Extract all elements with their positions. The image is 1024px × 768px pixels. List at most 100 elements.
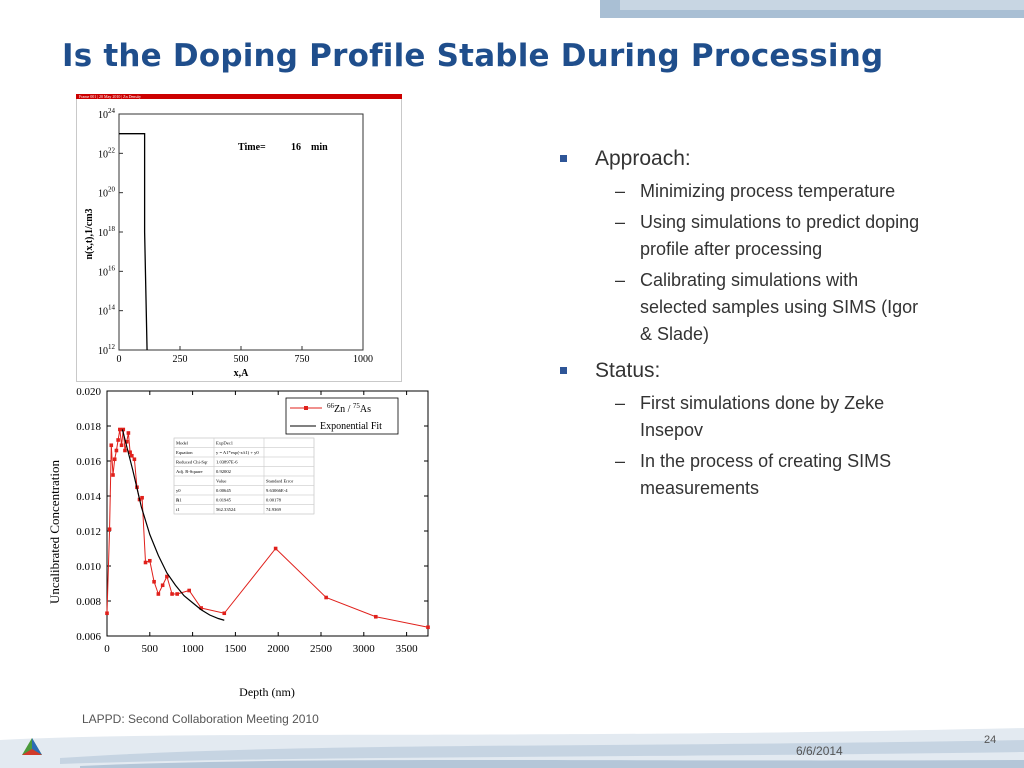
page-number: 24: [984, 734, 997, 746]
legend-text-2: As: [360, 404, 371, 415]
sub-bullet-text: In the process of creating SIMS measurem…: [640, 451, 892, 498]
sims-data-point: [105, 611, 109, 616]
sub-bullet: – In the process of creating SIMS measure…: [560, 448, 920, 502]
x-tick-label: 3000: [353, 643, 376, 655]
sims-y-label: Uncalibrated Concentration: [47, 459, 62, 604]
sims-data-point: [273, 546, 278, 551]
y-tick-label: 1024: [98, 107, 116, 121]
argonne-logo-icon: [22, 738, 42, 755]
fit-table-text: 9.63066E-4: [266, 488, 288, 493]
x-tick-label: 0: [117, 354, 122, 365]
y-tick-label: 0.006: [76, 631, 101, 643]
simulation-y-label: n(x,t),1/cm3: [84, 208, 95, 259]
simulation-y-ticks: 1024 1022 1020 1018 1016 1014 1012: [98, 107, 123, 357]
x-tick-label: 0: [104, 643, 110, 655]
dash-icon: –: [615, 393, 626, 413]
bullet-approach: Approach:: [560, 144, 960, 174]
fit-table-text: Model: [176, 441, 189, 446]
fit-table-text: y0: [176, 488, 181, 493]
sub-bullet: – Minimizing process temperature: [560, 178, 920, 205]
sims-data-point: [373, 614, 378, 619]
y-tick-label: 0.008: [76, 596, 101, 608]
x-tick-label: 2000: [267, 643, 290, 655]
legend-box: [285, 397, 399, 435]
fit-table-text: ExpDec1: [216, 441, 234, 446]
sims-data-point: [111, 473, 115, 477]
sims-data-point: [426, 625, 430, 630]
fit-table-text: y = A1*exp(-x/t1) + y0: [216, 450, 259, 455]
sims-data-point: [121, 427, 126, 432]
sims-data-point: [165, 574, 169, 579]
fit-table-cell: [263, 504, 315, 515]
sims-data-point: [130, 453, 134, 458]
y-tick-label: 0.018: [76, 421, 101, 433]
sims-data-point: [123, 448, 127, 453]
simulation-series: [119, 133, 148, 351]
y-tick-label: 0.010: [76, 561, 101, 573]
y-tick-label: 1014: [98, 304, 116, 318]
top-band-highlight: [620, 0, 1024, 10]
bullet-label: Status:: [595, 359, 661, 382]
legend-text-1: Zn /: [334, 404, 353, 415]
footer-decoration: [0, 728, 1024, 768]
fit-table-text: 0.92002: [216, 469, 232, 474]
fit-table-text: Standard Error: [266, 479, 294, 484]
sims-data-point: [107, 527, 112, 532]
fit-table-text: t1: [176, 507, 180, 512]
fit-table-text: Value: [216, 479, 226, 484]
x-tick-label: 1000: [353, 354, 373, 365]
slide-title: Is the Doping Profile Stable During Proc…: [62, 38, 884, 74]
sims-data-point: [148, 558, 152, 563]
sims-y-ticks: 0.006 0.008 0.010 0.012 0.014 0.016 0.018 0.020: [76, 386, 428, 643]
sub-bullet: – First simulations done by Zeke Insepov: [560, 390, 920, 444]
fit-table-text: Reduced Chi-Sqr: [176, 460, 208, 465]
sims-data-point: [187, 588, 191, 593]
y-tick-label: 1016: [98, 264, 116, 278]
fit-table-text: 0.00178: [266, 498, 282, 503]
legend-sup-1: 66: [327, 402, 335, 410]
fit-table: Model ExpDec1 Equation y = A1*exp(-x/t1) + …: [173, 437, 315, 515]
simulation-header-bar: [76, 94, 402, 99]
sims-data-point: [119, 443, 124, 448]
y-tick-label: 1022: [98, 146, 116, 160]
sims-data-point: [140, 495, 144, 500]
bullet-list: Approach: – Minimizing process temperatur…: [560, 144, 960, 502]
sims-data-point: [222, 611, 227, 616]
x-tick-label: 1500: [224, 643, 247, 655]
x-tick-label: 500: [234, 354, 249, 365]
time-unit: min: [311, 142, 328, 153]
sims-x-label: Depth (nm): [239, 685, 295, 699]
y-tick-label: 1018: [98, 225, 116, 239]
bullet-status: Status:: [560, 356, 960, 386]
x-tick-label: 500: [142, 643, 159, 655]
dash-icon: –: [615, 451, 626, 471]
dash-icon: –: [615, 212, 626, 232]
sims-data-point: [143, 560, 148, 565]
y-tick-label: 1012: [98, 343, 116, 357]
sims-data-point: [132, 457, 137, 462]
footer-date: 6/6/2014: [796, 744, 843, 758]
fit-table-text: 0.01945: [216, 498, 232, 503]
fit-table-text: 74.9369: [266, 507, 282, 512]
sub-bullet-text: Using simulations to predict doping prof…: [640, 212, 920, 259]
sims-chart: 0.006 0.008 0.010 0.012 0.014 0.016 0.018 0.020…: [47, 386, 430, 699]
time-value: 16: [291, 142, 301, 153]
fit-table-text: 562.33524: [216, 507, 236, 512]
sims-data-point: [156, 592, 161, 596]
sub-bullet-text: First simulations done by Zeke Insepov: [640, 393, 885, 440]
y-tick-label: 0.016: [76, 456, 101, 468]
sims-data-point: [128, 450, 132, 455]
legend-series-label: 66Zn / 75As: [327, 402, 371, 415]
fit-table-text: Equation: [176, 450, 193, 455]
sims-data-point: [152, 579, 156, 584]
x-tick-label: 3500: [396, 643, 419, 655]
sims-data-point: [170, 592, 174, 596]
sub-bullet: – Calibrating simulations with selected s…: [560, 267, 920, 348]
time-label: Time=: [238, 142, 266, 153]
y-tick-label: 0.020: [76, 386, 101, 398]
sub-bullet-text: Calibrating simulations with selected sa…: [640, 270, 919, 344]
footer-text: LAPPD: Second Collaboration Meeting 2010: [82, 712, 319, 726]
x-tick-label: 2500: [310, 643, 333, 655]
fit-table-group: B: [176, 498, 179, 503]
sims-data-point: [112, 457, 117, 462]
